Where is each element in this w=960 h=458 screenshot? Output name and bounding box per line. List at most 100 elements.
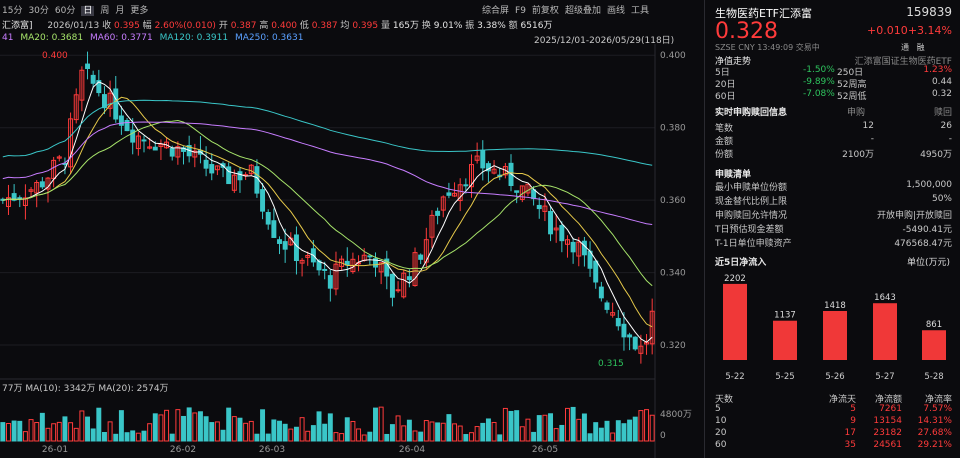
candle-body (299, 259, 305, 264)
volume-bar (34, 422, 40, 442)
inflow-bar (823, 310, 847, 360)
volume-bar (293, 426, 299, 442)
inflow-bar-chart: 2202 5-22 1137 5-25 1418 5-26 1643 5-27 861 5-28 (723, 274, 946, 382)
candle-body (68, 118, 74, 168)
volume-bar (423, 420, 429, 442)
candle-body (502, 166, 508, 176)
candle-body (435, 210, 441, 216)
volume-bar (271, 419, 277, 442)
candle-body (39, 181, 45, 188)
summary-cell: 20 (715, 428, 727, 438)
candlestick-chart[interactable]: 0.400 0.380 0.360 0.340 0.320 0.400 0.315 77万 M… (0, 44, 703, 458)
candle-body (401, 272, 407, 298)
vol-tick-label: 0 (660, 431, 666, 441)
inflow-bar (922, 330, 946, 360)
candle-body (610, 312, 616, 316)
volume-bar (113, 433, 119, 442)
candle-body (553, 227, 559, 231)
volume-bar (0, 422, 6, 442)
period-toolbar: 15分 30分 60分日周月更多 (2, 3, 154, 16)
volume-bar (565, 407, 570, 442)
tool-overlay[interactable]: 超级叠加 (564, 6, 601, 16)
volume-bar (237, 417, 243, 442)
nav-period2: 250日 (837, 68, 864, 78)
tool-tools[interactable]: 工具 (630, 6, 649, 16)
inflow-title: 近5日净流入 (715, 258, 767, 268)
volume-bar (203, 416, 209, 442)
volume-bar (141, 430, 147, 442)
market-info: SZSE CNY 13:49:09 交易中 (715, 43, 820, 52)
volume-bar (322, 423, 328, 442)
volume-bar (610, 432, 616, 442)
candle-body (5, 197, 11, 207)
volume-bar (587, 433, 593, 442)
volume-bar (90, 428, 96, 442)
volume-bar (73, 427, 79, 442)
subscribe-value: - (870, 134, 874, 144)
candle-body (632, 336, 638, 350)
candle-body (418, 254, 424, 260)
volume-bar (344, 417, 350, 442)
y-tick-label: 0.380 (660, 124, 686, 134)
list-row: 申购赎回允许情况 开放申购|开放赎回 (715, 208, 952, 221)
list-row: T日预估现金差额 -5490.41元 (715, 222, 952, 235)
candle-body (282, 241, 288, 250)
ma-20-line (2, 119, 653, 287)
tool-adjust[interactable]: 前复权 (531, 6, 559, 16)
candle-body (118, 115, 124, 126)
candle-body (124, 120, 130, 132)
volume-bar (51, 423, 57, 442)
volume-bar (209, 422, 215, 442)
volume-bar (485, 418, 491, 442)
volume-bar (384, 433, 390, 442)
inflow-bar (773, 320, 797, 360)
period-week[interactable]: 周 (100, 6, 110, 16)
nav-change: -1.50% (803, 65, 835, 75)
redemption-label: 笔数 (715, 124, 734, 134)
volume-bar (135, 432, 141, 442)
candle-body (203, 159, 209, 169)
tool-draw[interactable]: 画线 (606, 6, 625, 16)
period-more[interactable]: 更多 (130, 6, 149, 16)
nav-row: 60日 -7.08% 52周低 0.32 (715, 89, 952, 102)
period-month[interactable]: 月 (115, 6, 125, 16)
volume-bar (107, 421, 113, 442)
summary-cell: 17 (844, 428, 856, 438)
volume-bar (615, 420, 621, 442)
candle-body (491, 168, 497, 174)
volume-bar (17, 420, 23, 442)
candle-body (101, 94, 107, 109)
candle-body (158, 143, 164, 148)
volume-bar (39, 412, 45, 442)
period-day[interactable]: 日 (81, 6, 95, 16)
volume-bar (79, 410, 85, 442)
candle-body (514, 190, 520, 193)
volume-bar (553, 428, 559, 442)
period-60m[interactable]: 60分 (54, 6, 76, 16)
volume-bar (186, 407, 192, 442)
volume-bar (373, 407, 378, 442)
tool-f9[interactable]: F9 (515, 6, 526, 16)
volume-bar (248, 420, 254, 442)
candle-body (85, 63, 90, 69)
inflow-value-label: 1643 (874, 293, 896, 303)
candle-body (536, 204, 542, 210)
candle-body (621, 323, 627, 338)
candle-body (525, 183, 531, 194)
period-30m[interactable]: 30分 (28, 6, 49, 16)
nav-change: -9.89% (803, 77, 835, 87)
volume-bar (310, 425, 316, 442)
nav-title[interactable]: 净值走势 (715, 57, 752, 67)
tool-overview[interactable]: 综合屏 (482, 6, 510, 16)
inflow-date-label: 5-25 (775, 372, 794, 382)
subscribe-value: 2100万 (842, 150, 874, 160)
candle-body (423, 239, 429, 263)
candle-body (367, 255, 373, 258)
nav-period: 5日 (715, 68, 730, 78)
period-15m[interactable]: 15分 (2, 6, 23, 16)
volume-bar (181, 415, 186, 442)
volume-bar (169, 433, 175, 442)
candle-body (440, 196, 446, 211)
list-label: 现金替代比例上限 (715, 197, 788, 207)
candle-body (485, 163, 491, 172)
